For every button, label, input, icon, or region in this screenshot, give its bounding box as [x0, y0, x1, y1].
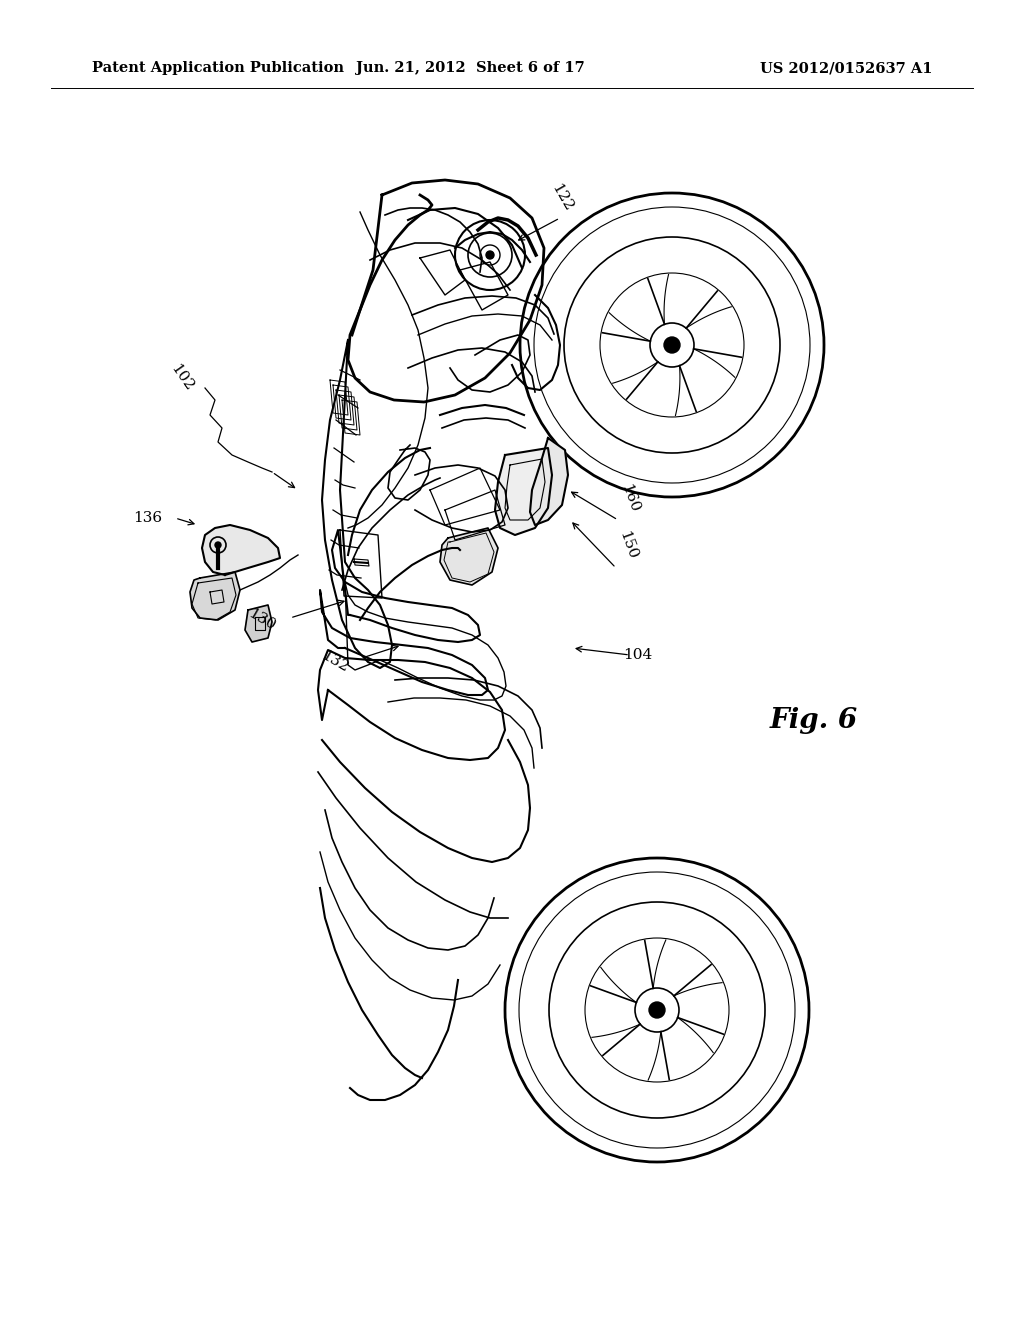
Text: Patent Application Publication: Patent Application Publication [92, 61, 344, 75]
Text: 130: 130 [246, 607, 279, 634]
Text: US 2012/0152637 A1: US 2012/0152637 A1 [760, 61, 932, 75]
Text: 150: 150 [616, 529, 640, 561]
Text: 136: 136 [133, 511, 163, 525]
Polygon shape [440, 528, 498, 585]
Circle shape [215, 543, 221, 548]
Polygon shape [495, 447, 552, 535]
Circle shape [664, 337, 680, 352]
Text: Fig. 6: Fig. 6 [770, 706, 858, 734]
Polygon shape [202, 525, 280, 576]
Circle shape [486, 251, 494, 259]
Polygon shape [190, 572, 240, 620]
Text: 160: 160 [618, 482, 642, 513]
Polygon shape [530, 438, 568, 525]
Text: 122: 122 [549, 182, 575, 214]
Circle shape [649, 1002, 665, 1018]
Text: 102: 102 [168, 362, 197, 393]
Text: 132: 132 [318, 648, 351, 676]
Polygon shape [245, 605, 272, 642]
Text: Jun. 21, 2012  Sheet 6 of 17: Jun. 21, 2012 Sheet 6 of 17 [355, 61, 585, 75]
Text: 104: 104 [624, 648, 652, 663]
